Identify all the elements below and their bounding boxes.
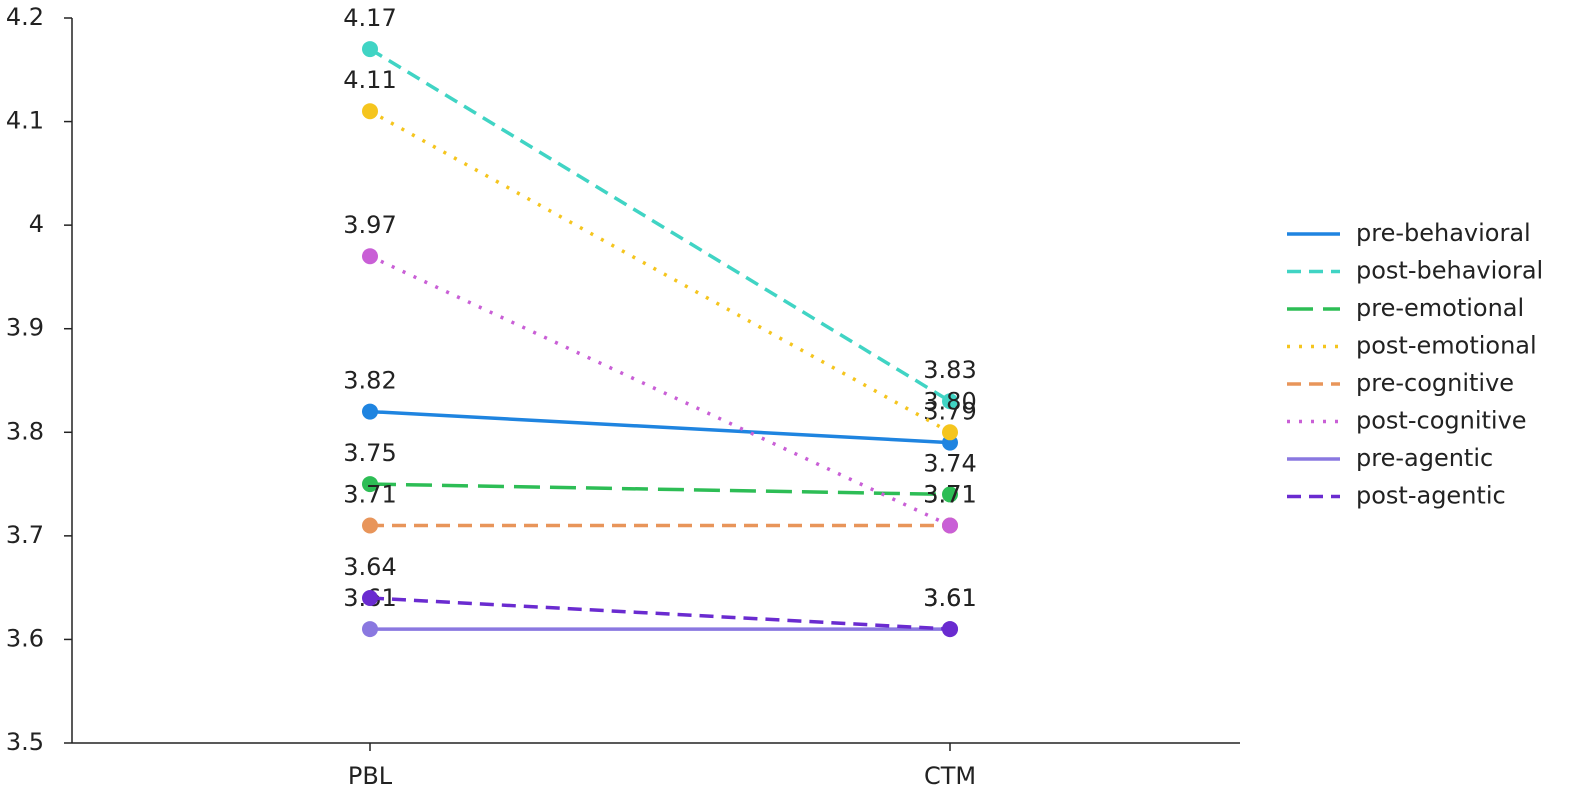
series-line [369,596,951,631]
data-point [362,248,378,265]
data-point [942,517,958,534]
legend-label: pre-emotional [1356,294,1524,322]
y-tick-label: 4 [29,210,44,238]
data-point [362,103,378,120]
data-point [362,403,378,420]
data-label: 3.64 [343,553,396,581]
legend-label: post-emotional [1356,332,1537,360]
y-tick-label: 3.5 [6,728,44,756]
data-label: 3.75 [343,439,396,467]
data-label: 3.71 [343,481,396,509]
data-point [362,476,378,493]
data-label: 3.82 [343,367,396,395]
series-line [369,47,951,403]
y-tick-label: 3.6 [6,624,44,652]
legend-label: pre-behavioral [1356,219,1531,247]
y-tick-label: 3.8 [6,417,44,445]
data-point [362,517,378,534]
data-label: 3.71 [923,481,976,509]
legend-label: pre-agentic [1356,444,1493,472]
x-tick-label: PBL [348,762,393,790]
data-label: 3.83 [923,356,976,384]
series-line [369,109,951,434]
y-tick-label: 3.9 [6,314,44,342]
data-point [942,621,958,638]
legend-label: post-agentic [1356,482,1506,510]
series-line [369,409,951,445]
data-point [942,486,958,503]
y-tick-label: 3.7 [6,521,44,549]
y-tick-label: 4.1 [6,107,44,135]
data-label: 4.17 [343,4,396,32]
data-point [942,424,958,441]
data-point [362,41,378,58]
data-label: 4.11 [343,66,396,94]
x-tick-label: CTM [924,762,976,790]
series-line [369,482,951,497]
legend-label: post-behavioral [1356,257,1543,285]
data-label: 3.97 [343,211,396,239]
data-label: 3.61 [923,584,976,612]
legend-label: pre-cognitive [1356,369,1514,397]
data-label: 3.61 [923,584,976,612]
legend-label: post-cognitive [1356,407,1527,435]
data-point [362,590,378,606]
data-label: 3.74 [923,449,976,477]
data-label: 3.80 [923,387,976,415]
y-tick-label: 4.2 [6,3,44,31]
data-point [362,621,378,638]
data-label: 3.71 [923,481,976,509]
data-point [942,393,958,410]
